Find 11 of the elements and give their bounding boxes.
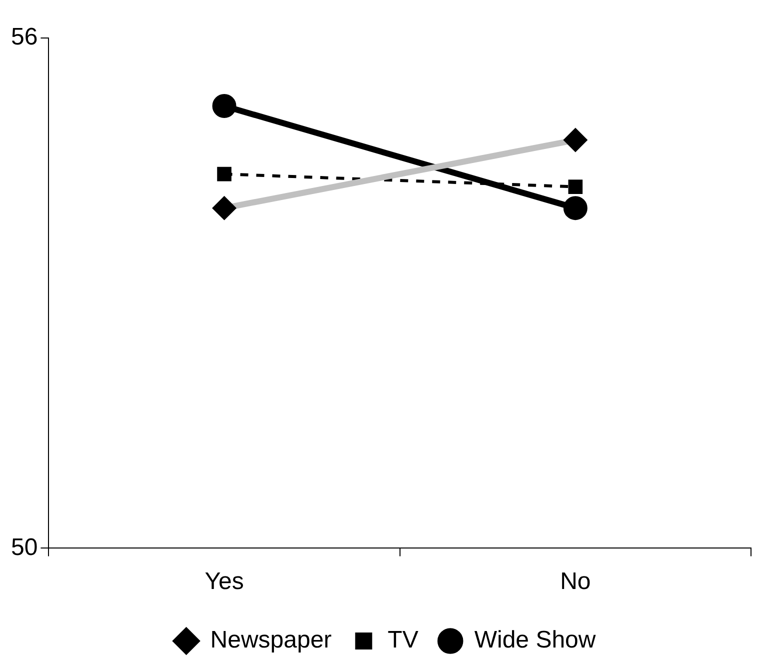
point bbox=[217, 166, 232, 182]
point bbox=[568, 180, 583, 194]
point bbox=[563, 196, 588, 220]
legend-label: TV bbox=[388, 626, 418, 654]
x-tick-label: No bbox=[560, 568, 591, 596]
x-tick-label: Yes bbox=[204, 568, 244, 596]
y-tick-label: 56 bbox=[10, 24, 38, 51]
legend-label: Wide Show bbox=[474, 626, 596, 654]
point bbox=[212, 94, 236, 118]
legend-label: Newspaper bbox=[210, 626, 332, 654]
y-tick-label: 50 bbox=[10, 534, 38, 561]
